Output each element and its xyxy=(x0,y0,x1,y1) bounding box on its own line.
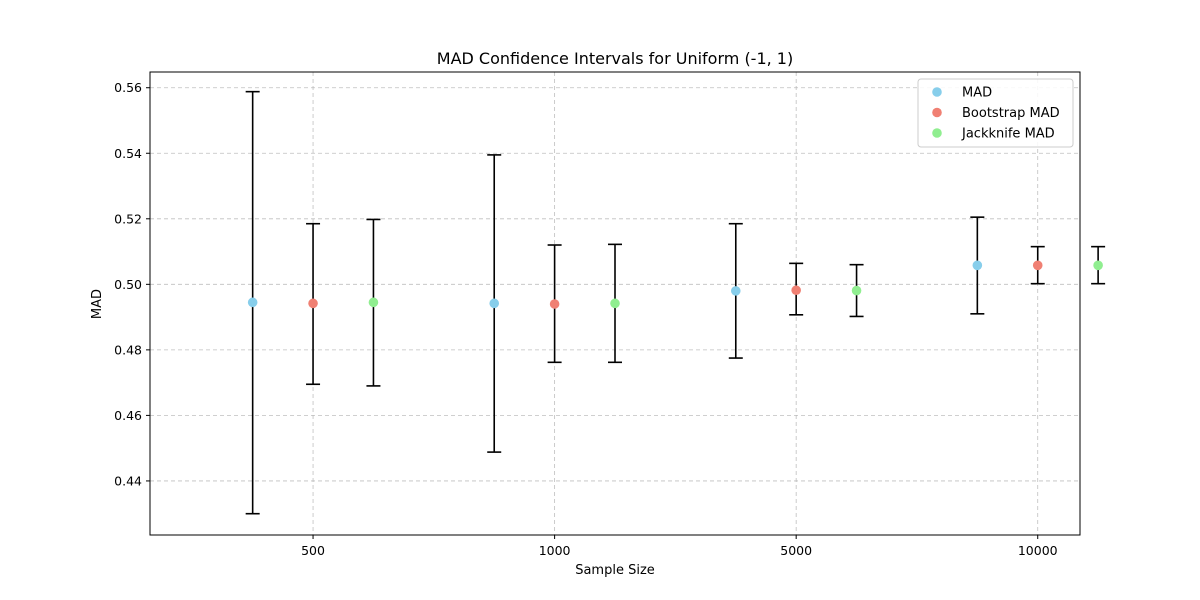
x-tick-label: 500 xyxy=(301,543,325,558)
series-jackknife-mad xyxy=(366,218,1106,387)
y-tick-label: 0.48 xyxy=(114,342,142,357)
x-tick-label: 5000 xyxy=(780,543,812,558)
data-point xyxy=(1093,260,1103,271)
data-point xyxy=(247,297,258,308)
legend-label: Jackknife MAD xyxy=(961,127,1055,142)
x-axis-label: Sample Size xyxy=(575,563,655,578)
data-point xyxy=(610,298,620,309)
data-point xyxy=(549,299,560,309)
x-axis: 500 1000 5000 10000 xyxy=(301,535,1058,558)
series xyxy=(245,90,1106,515)
series-bootstrap-mad xyxy=(306,222,1045,386)
data-point xyxy=(791,285,801,296)
data-point xyxy=(1032,260,1043,271)
y-axis-label: MAD xyxy=(90,289,105,319)
legend-marker xyxy=(932,128,942,138)
y-tick-label: 0.54 xyxy=(114,146,142,161)
legend-marker xyxy=(932,107,942,118)
legend-label: Bootstrap MAD xyxy=(962,106,1060,121)
chart-title: MAD Confidence Intervals for Uniform (-1… xyxy=(437,49,793,68)
y-tick-label: 0.52 xyxy=(114,211,142,226)
series-mad xyxy=(245,90,985,515)
y-tick-label: 0.50 xyxy=(114,277,142,292)
data-point xyxy=(489,298,500,309)
y-tick-label: 0.46 xyxy=(114,408,142,423)
legend-label: MAD xyxy=(962,86,992,101)
legend-box xyxy=(917,78,1074,148)
x-tick-label: 10000 xyxy=(1018,543,1058,558)
y-tick-label: 0.44 xyxy=(114,473,142,488)
y-axis: 0.44 0.46 0.48 0.50 0.52 0.54 0.56 xyxy=(114,80,150,488)
legend-marker xyxy=(932,87,942,97)
data-point xyxy=(308,298,318,309)
data-point xyxy=(368,297,379,308)
plot-frame xyxy=(149,71,1081,536)
data-point xyxy=(730,286,741,296)
data-point xyxy=(972,260,983,271)
x-tick-label: 1000 xyxy=(539,543,571,558)
data-point xyxy=(851,285,862,296)
legend: MAD Bootstrap MAD Jackknife MAD xyxy=(917,78,1074,148)
y-tick-label: 0.56 xyxy=(114,80,142,95)
